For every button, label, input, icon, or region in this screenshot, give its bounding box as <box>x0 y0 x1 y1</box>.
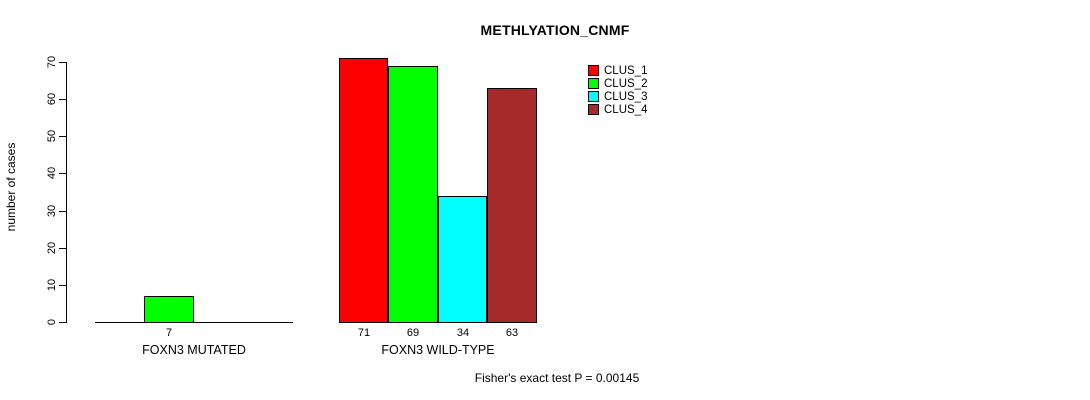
legend-label: CLUS_1 <box>604 64 648 77</box>
legend-item: CLUS_4 <box>588 103 647 116</box>
bar-value-label: 71 <box>357 327 371 339</box>
y-axis-tick <box>59 173 66 174</box>
y-axis-tick-label: 30 <box>46 204 58 218</box>
bar <box>144 296 194 323</box>
y-axis-tick <box>59 136 66 137</box>
bar-value-label: 34 <box>456 327 470 339</box>
y-axis-tick-label: 40 <box>46 166 58 180</box>
bar <box>388 66 438 323</box>
group-baseline <box>95 322 293 323</box>
bar-value-label: 63 <box>505 327 519 339</box>
bar <box>438 196 487 323</box>
y-axis-tick <box>59 322 66 323</box>
bar-value-label: 7 <box>165 327 173 339</box>
group-label: FOXN3 MUTATED <box>142 343 246 357</box>
clus_2-swatch <box>588 78 599 89</box>
y-axis-tick-label: 0 <box>46 318 58 326</box>
legend-item: CLUS_2 <box>588 77 647 90</box>
legend-label: CLUS_3 <box>604 90 648 103</box>
legend-item: CLUS_3 <box>588 90 647 103</box>
clus_3-swatch <box>588 91 599 102</box>
y-axis-tick <box>59 285 66 286</box>
legend-label: CLUS_2 <box>604 77 648 90</box>
y-axis-line <box>66 62 67 323</box>
annotation-fisher-test: Fisher's exact test P = 0.00145 <box>474 371 640 385</box>
y-axis-tick-label: 50 <box>46 129 58 143</box>
y-axis-label: number of cases <box>4 142 18 232</box>
clus_4-swatch <box>588 104 599 115</box>
bar <box>339 58 388 323</box>
y-axis-tick-label: 20 <box>46 241 58 255</box>
legend-item: CLUS_1 <box>588 64 647 77</box>
y-axis-tick-label: 60 <box>46 92 58 106</box>
y-axis-tick <box>59 211 66 212</box>
legend-label: CLUS_4 <box>604 103 648 116</box>
y-axis-tick <box>59 62 66 63</box>
y-axis-tick-label: 10 <box>46 278 58 292</box>
legend: CLUS_1 CLUS_2 CLUS_3 CLUS_4 <box>588 64 647 116</box>
bar-value-label: 69 <box>406 327 420 339</box>
bar <box>487 88 537 323</box>
y-axis-tick <box>59 248 66 249</box>
y-axis-tick <box>59 99 66 100</box>
clus_1-swatch <box>588 65 599 76</box>
y-axis-tick-label: 70 <box>46 55 58 69</box>
group-label: FOXN3 WILD-TYPE <box>381 343 495 357</box>
chart-title: METHLYATION_CNMF <box>480 22 630 38</box>
